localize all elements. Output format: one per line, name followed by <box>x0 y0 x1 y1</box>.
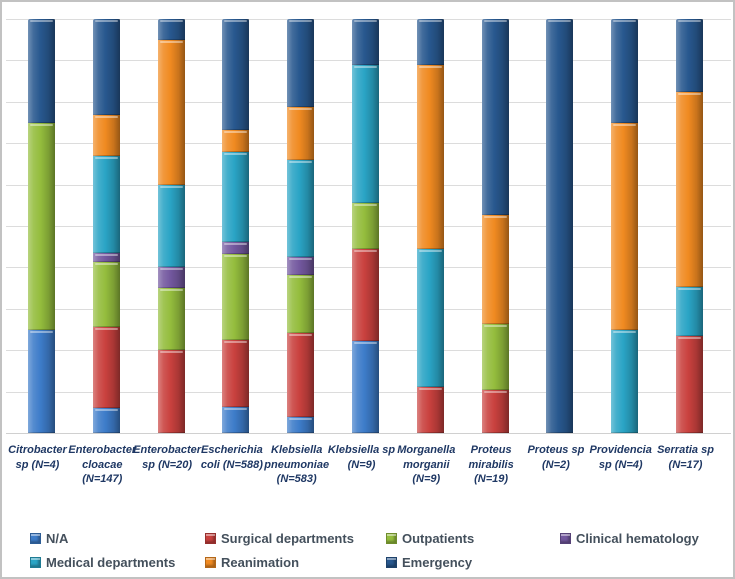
bar-segment <box>416 249 444 388</box>
bar-segment <box>352 64 379 204</box>
category-label: Citrobacter sp (N=4) <box>8 444 67 471</box>
bar-segment <box>352 249 379 342</box>
legend-label: Surgical departments <box>221 530 354 546</box>
stacked-bar <box>611 19 639 433</box>
bar-segment <box>676 91 703 287</box>
bar-segment <box>222 129 250 152</box>
legend-swatch-icon <box>205 532 216 544</box>
bar-segment <box>287 274 315 333</box>
legend-item: Clinical hematology <box>560 531 725 546</box>
category-axis: Citrobacter sp (N=4) Enterobacter cloacae… <box>6 443 733 505</box>
category-label: Serratia sp (N=17) <box>657 444 714 471</box>
bar-segment <box>92 326 120 408</box>
legend-swatch-icon <box>30 532 41 544</box>
stacked-bar <box>676 19 703 434</box>
bar-segment <box>92 252 120 263</box>
bar-segment <box>222 253 250 340</box>
bar-segment <box>157 184 185 268</box>
legend-swatch-icon <box>30 556 41 568</box>
legend-item: Surgical departments <box>205 531 386 546</box>
stacked-bar <box>92 19 120 434</box>
stacked-bar <box>157 19 185 433</box>
category-label: Morganella morganii (N=9) <box>397 444 456 485</box>
bar-segment <box>222 339 250 407</box>
legend-swatch-icon <box>386 532 397 544</box>
bar-segment <box>287 160 315 258</box>
legend-swatch-icon <box>205 556 216 568</box>
bar-segment <box>416 387 444 433</box>
bar-segment <box>92 262 120 327</box>
stacked-bar <box>222 19 250 434</box>
bar-segment <box>481 19 509 216</box>
legend-item: Emergency <box>386 555 560 570</box>
bar-segment <box>287 332 315 417</box>
bar-segment <box>481 324 509 390</box>
legend: N/A Surgical departments Outpatients Clinic… <box>30 526 725 574</box>
legend-item: Reanimation <box>205 555 386 570</box>
stacked-bar <box>546 19 574 433</box>
bar-segment <box>28 329 55 433</box>
bar-segment <box>352 203 379 250</box>
legend-item: Outpatients <box>386 531 560 546</box>
bar-segment <box>92 156 120 253</box>
bar-segment <box>287 19 315 108</box>
legend-label: N/A <box>46 530 69 546</box>
legend-label: Outpatients <box>402 530 475 546</box>
bar-segment <box>222 151 250 242</box>
stacked-bar <box>416 19 444 433</box>
legend-label: Medical departments <box>46 554 176 570</box>
stacked-bar <box>28 19 55 433</box>
bar-segment <box>611 19 639 123</box>
category-label: Proteus mirabilis (N=19) <box>468 444 514 485</box>
category-label: Escherichia coli (N=588) <box>200 444 263 471</box>
bar-segment <box>352 19 379 65</box>
legend-label: Clinical hematology <box>576 530 699 546</box>
stacked-bar <box>287 19 315 434</box>
category-label: Providencia sp (N=4) <box>589 444 652 471</box>
bar-segment <box>416 64 444 250</box>
bar-segment <box>546 19 574 433</box>
bar-segment <box>416 19 444 65</box>
bar-segment <box>611 122 639 330</box>
stacked-bar <box>352 19 379 433</box>
legend-label: Emergency <box>402 554 473 570</box>
legend-item: Medical departments <box>30 555 205 570</box>
stacked-bar <box>481 19 509 434</box>
bar-segment <box>28 19 55 123</box>
category-label: Klebsiella pneumoniae (N=583) <box>264 444 330 485</box>
bar-segment <box>92 114 120 157</box>
bar-segment <box>28 122 55 330</box>
bar-segment <box>481 389 509 434</box>
bar-segment <box>92 407 120 434</box>
bar-segment <box>157 39 185 185</box>
bar-segment <box>676 335 703 434</box>
category-label: Enterobacter sp (N=20) <box>133 444 202 471</box>
bar-segment <box>352 341 379 433</box>
bar-segment <box>611 329 639 433</box>
legend-label: Reanimation <box>221 554 300 570</box>
bar-segment <box>676 286 703 336</box>
bar-segment <box>92 19 120 115</box>
bar-segment <box>287 257 315 275</box>
bar-segment <box>157 267 185 289</box>
bar-segment <box>157 19 185 40</box>
category-label: Enterobacter cloacae (N=147) <box>68 444 137 485</box>
bar-segment <box>676 19 703 92</box>
bar-segment <box>481 215 509 325</box>
bar-segment <box>157 288 185 351</box>
x-axis-baseline <box>6 433 731 434</box>
bar-segment <box>222 406 250 434</box>
bar-segment <box>287 416 315 434</box>
category-label: Klebsiella sp (N=9) <box>327 444 396 471</box>
legend-swatch-icon <box>386 556 397 568</box>
legend-swatch-icon <box>560 532 571 544</box>
bar-segment <box>287 107 315 161</box>
legend-item: N/A <box>30 531 205 546</box>
plot-area <box>6 19 731 434</box>
bar-segment <box>157 350 185 433</box>
bar-segment <box>222 241 250 254</box>
category-label: Proteus sp (N=2) <box>527 444 585 471</box>
bar-segment <box>222 19 250 130</box>
